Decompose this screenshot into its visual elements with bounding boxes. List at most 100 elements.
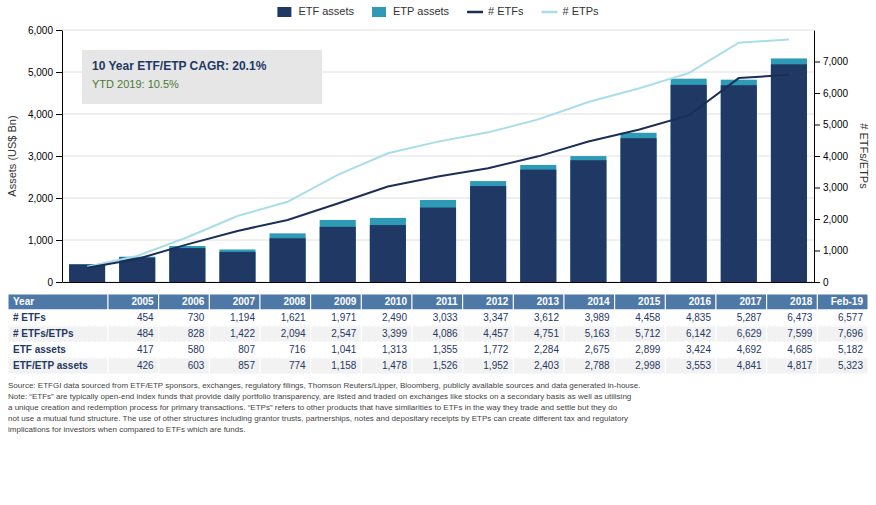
- table-cell: [311, 358, 362, 374]
- table-cell-label: 730: [188, 312, 205, 323]
- table-cell: [311, 342, 362, 358]
- table-cell-label: 6,473: [787, 312, 812, 323]
- table-header: 2005: [131, 296, 154, 307]
- bar: [420, 200, 456, 282]
- tick: 7,000: [814, 56, 848, 67]
- bar: [771, 64, 807, 282]
- table-cell: [463, 358, 514, 374]
- table-cell-label: 4,458: [635, 312, 660, 323]
- tick-label: 2,000: [823, 214, 848, 225]
- table-cell-label: 6,142: [686, 328, 711, 339]
- grid: [62, 30, 814, 282]
- table-cell-label: 3,989: [585, 312, 610, 323]
- table-cell-label: 1,422: [230, 328, 255, 339]
- tick-label: 1,000: [823, 245, 848, 256]
- bar: [320, 227, 356, 282]
- table-cell: [665, 326, 716, 342]
- table-cell-label: 4,751: [534, 328, 559, 339]
- tick-label: 6,000: [28, 25, 53, 36]
- tick: 6,000: [814, 88, 848, 99]
- bar: [470, 186, 506, 282]
- table-cell: [716, 310, 767, 326]
- tick-label: 7,000: [823, 56, 848, 67]
- bar: [270, 233, 306, 282]
- tick: 1,000: [28, 235, 62, 246]
- table-header-cell: [564, 294, 615, 310]
- table-row-label-cell: [8, 326, 108, 342]
- source-line: a unique creation and redemption process…: [8, 403, 618, 412]
- table-cell-label: 5,182: [838, 344, 863, 355]
- bar: [270, 238, 306, 282]
- bar: [620, 133, 656, 282]
- table-header-cell: [412, 294, 463, 310]
- tick-label: 6,000: [823, 88, 848, 99]
- table-cell-label: 1,952: [483, 360, 508, 371]
- tick-label: 2,000: [28, 193, 53, 204]
- table-cell: [716, 358, 767, 374]
- table-cell: [361, 358, 412, 374]
- table-cell: [412, 310, 463, 326]
- table-cell: [716, 342, 767, 358]
- table-cell-label: 716: [289, 344, 306, 355]
- table-header-cell: [159, 294, 210, 310]
- table-cell-label: 1,313: [382, 344, 407, 355]
- table-header: 2014: [587, 296, 610, 307]
- tick-mark: [56, 198, 62, 199]
- table-cell: [817, 358, 868, 374]
- table-cell: [260, 326, 311, 342]
- table-cell-label: 5,712: [635, 328, 660, 339]
- bar: [370, 218, 406, 282]
- tick-mark: [56, 282, 62, 283]
- table-cell-label: 3,553: [686, 360, 711, 371]
- table-row-label: # ETFs: [13, 312, 46, 323]
- table-cell: [463, 310, 514, 326]
- table-cell-label: 1,355: [433, 344, 458, 355]
- bar: [620, 138, 656, 282]
- table-header-cell: [817, 294, 868, 310]
- table-cell: [767, 310, 818, 326]
- table-cell: [564, 358, 615, 374]
- table-cell-label: 2,547: [331, 328, 356, 339]
- bar: [219, 249, 255, 282]
- bar: [570, 156, 606, 282]
- bar: [370, 225, 406, 282]
- table-cell-label: 6,577: [838, 312, 863, 323]
- table-cell-label: 857: [238, 360, 255, 371]
- legend-label: ETP assets: [393, 5, 450, 17]
- tick-label: 5,000: [28, 67, 53, 78]
- table-header: 2006: [182, 296, 205, 307]
- table-cell-label: 1,158: [331, 360, 356, 371]
- tick-mark: [814, 156, 820, 157]
- tick-label: 4,000: [28, 109, 53, 120]
- tick: 5,000: [28, 67, 62, 78]
- source: Source: ETFGI data sourced from ETF/ETP …: [8, 381, 640, 434]
- tick: 1,000: [814, 245, 848, 256]
- tick: 2,000: [28, 193, 62, 204]
- tick-mark: [814, 62, 820, 63]
- table-cell: [513, 310, 564, 326]
- table-cell: [209, 310, 260, 326]
- y-axis: 0 1,000 2,000 3,000 4,000 5,000 6,000: [28, 25, 63, 288]
- tick-label: 3,000: [28, 151, 53, 162]
- axis-title: # ETFs/ETPs: [858, 123, 870, 189]
- source-line: Source: ETFGI data sourced from ETF/ETP …: [8, 381, 640, 390]
- table-header: Year: [13, 296, 34, 307]
- table-cell: [817, 326, 868, 342]
- table-cell-label: 2,094: [281, 328, 306, 339]
- tick-mark: [56, 114, 62, 115]
- table-cell: [260, 342, 311, 358]
- table-cell: [767, 342, 818, 358]
- table-cell: [615, 326, 666, 342]
- table-cell: [615, 310, 666, 326]
- legend-swatch: [467, 11, 483, 14]
- table-cell-label: 2,284: [534, 344, 559, 355]
- tick-label: 0: [47, 277, 53, 288]
- tick: 0: [814, 277, 829, 288]
- tick-mark: [814, 93, 820, 94]
- legend-label: # ETPs: [563, 5, 600, 17]
- tick-label: 5,000: [823, 119, 848, 130]
- table-cell-label: 3,033: [433, 312, 458, 323]
- table-cell: [108, 342, 159, 358]
- table-cell: [615, 358, 666, 374]
- table-header-cell: [260, 294, 311, 310]
